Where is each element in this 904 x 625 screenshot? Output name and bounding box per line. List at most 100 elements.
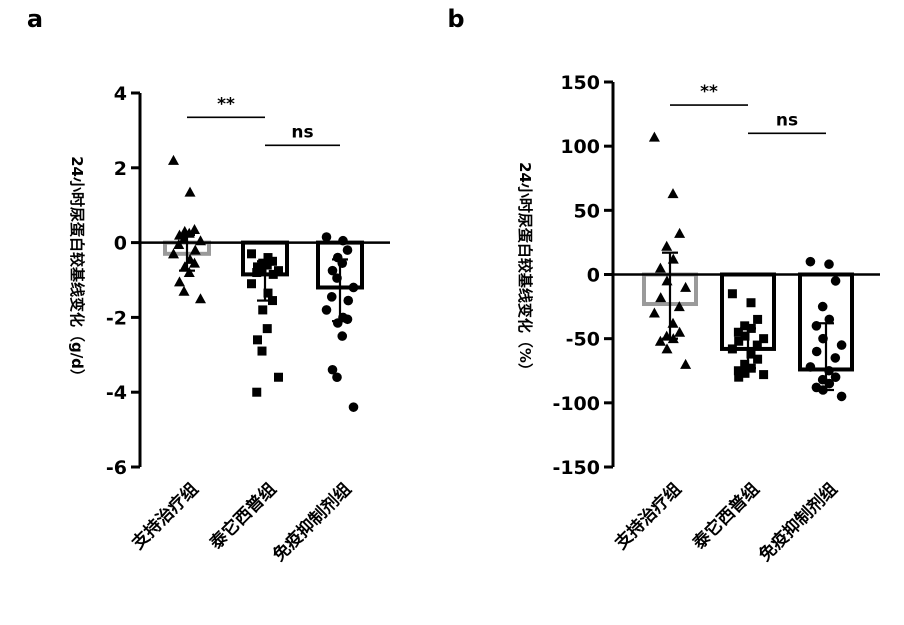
- data-point-square: [734, 336, 744, 346]
- data-point-square: [257, 346, 267, 356]
- data-point-circle: [830, 353, 841, 363]
- data-point-circle: [824, 314, 835, 325]
- data-point-circle: [836, 340, 847, 350]
- data-point-triangle: [667, 188, 679, 199]
- data-point-circle: [342, 314, 353, 325]
- panel-a: a 4 2 0 -2 -4 -6 24小时尿蛋白较基线变化（g/d） ** ns 支持治疗组 泰它西普…: [27, 5, 390, 566]
- x-category-label: 支持治疗组: [128, 479, 203, 554]
- y-axis-label: 24小时尿蛋白较基线变化（%）: [516, 162, 534, 378]
- y-tick-label: -100: [552, 393, 600, 415]
- data-point-square: [759, 334, 769, 344]
- data-point-square: [252, 268, 262, 278]
- significance-label: **: [700, 82, 718, 102]
- data-point-triangle: [661, 343, 673, 354]
- data-point-square: [262, 260, 272, 270]
- data-point-circle: [836, 391, 847, 402]
- y-tick-label: -2: [106, 307, 127, 329]
- data-point-square: [274, 372, 283, 382]
- data-point-circle: [321, 305, 332, 315]
- panel-b: b 150 100 50 0 -50 -100 -150 24小时尿蛋白较基线变化（%） ** ns…: [447, 5, 880, 566]
- data-point-square: [727, 289, 737, 299]
- data-point-circle: [332, 372, 342, 383]
- data-point-triangle: [183, 267, 195, 278]
- data-point-circle: [343, 295, 354, 306]
- data-point-square: [733, 366, 743, 376]
- y-tick-label: -6: [106, 457, 127, 479]
- data-point-circle: [805, 256, 816, 267]
- data-point-circle: [824, 259, 834, 270]
- x-category-label: 免疫抑制剂组: [755, 479, 842, 566]
- y-tick-label: -50: [566, 329, 600, 351]
- significance-label: ns: [291, 122, 313, 142]
- data-point-square: [733, 327, 743, 337]
- data-point-square: [253, 335, 262, 345]
- data-point-circle: [338, 235, 348, 246]
- data-point-triangle: [168, 154, 179, 165]
- y-tick-label: 50: [574, 200, 600, 222]
- data-point-square: [263, 288, 273, 298]
- significance-label: ns: [776, 110, 798, 130]
- data-point-square: [746, 298, 756, 308]
- panel-letter: b: [447, 5, 464, 33]
- x-category-label: 泰它西普组: [206, 479, 281, 554]
- data-point-circle: [811, 346, 822, 357]
- x-category-label: 免疫抑制剂组: [269, 479, 356, 566]
- data-point-square: [753, 354, 763, 364]
- significance-label: **: [217, 94, 235, 114]
- data-point-triangle: [189, 257, 200, 268]
- data-point-triangle: [189, 244, 201, 255]
- data-point-square: [727, 344, 737, 354]
- data-point-square: [262, 324, 272, 334]
- data-point-square: [753, 314, 763, 324]
- data-point-triangle: [168, 248, 179, 259]
- data-point-triangle: [178, 285, 190, 296]
- y-tick-label: 150: [560, 72, 600, 94]
- y-tick-label: 0: [114, 233, 127, 255]
- data-point-square: [252, 387, 262, 397]
- data-point-square: [740, 368, 750, 378]
- data-point-circle: [830, 372, 841, 382]
- data-point-square: [740, 331, 750, 341]
- data-point-square: [258, 305, 268, 315]
- data-point-triangle: [648, 131, 660, 142]
- data-point-square: [759, 370, 769, 380]
- y-tick-label: 100: [560, 136, 600, 158]
- data-point-circle: [332, 318, 343, 328]
- y-tick-label: 4: [114, 83, 127, 105]
- data-point-triangle: [654, 262, 666, 273]
- x-category-label: 泰它西普组: [689, 479, 764, 554]
- data-point-square: [247, 279, 256, 289]
- data-point-circle: [348, 402, 359, 412]
- data-point-square: [740, 359, 750, 369]
- data-point-triangle: [173, 238, 185, 249]
- y-tick-label: 2: [114, 158, 127, 180]
- data-point-triangle: [674, 326, 686, 337]
- data-point-square: [740, 321, 750, 331]
- data-point-triangle: [661, 240, 673, 251]
- data-point-circle: [817, 301, 828, 312]
- data-point-square: [734, 372, 744, 382]
- y-axis-label: 24小时尿蛋白较基线变化（g/d）: [68, 156, 86, 384]
- data-point-square: [247, 249, 256, 259]
- data-point-circle: [327, 364, 338, 375]
- x-category-label: 支持治疗组: [611, 479, 686, 554]
- data-point-circle: [337, 331, 348, 341]
- y-tick-label: -150: [552, 457, 600, 479]
- data-point-circle: [830, 276, 841, 286]
- data-point-triangle: [680, 281, 692, 292]
- data-point-circle: [327, 265, 338, 276]
- data-point-triangle: [174, 276, 185, 287]
- data-point-square: [746, 349, 756, 359]
- data-point-circle: [805, 362, 816, 372]
- data-point-triangle: [195, 293, 206, 304]
- data-point-circle: [326, 292, 337, 302]
- data-point-triangle: [680, 358, 692, 369]
- data-point-triangle: [673, 301, 685, 312]
- y-tick-label: 0: [587, 265, 600, 287]
- data-point-circle: [342, 245, 353, 255]
- data-point-triangle: [648, 307, 660, 318]
- y-tick-label: -4: [106, 382, 127, 404]
- data-point-triangle: [655, 292, 667, 303]
